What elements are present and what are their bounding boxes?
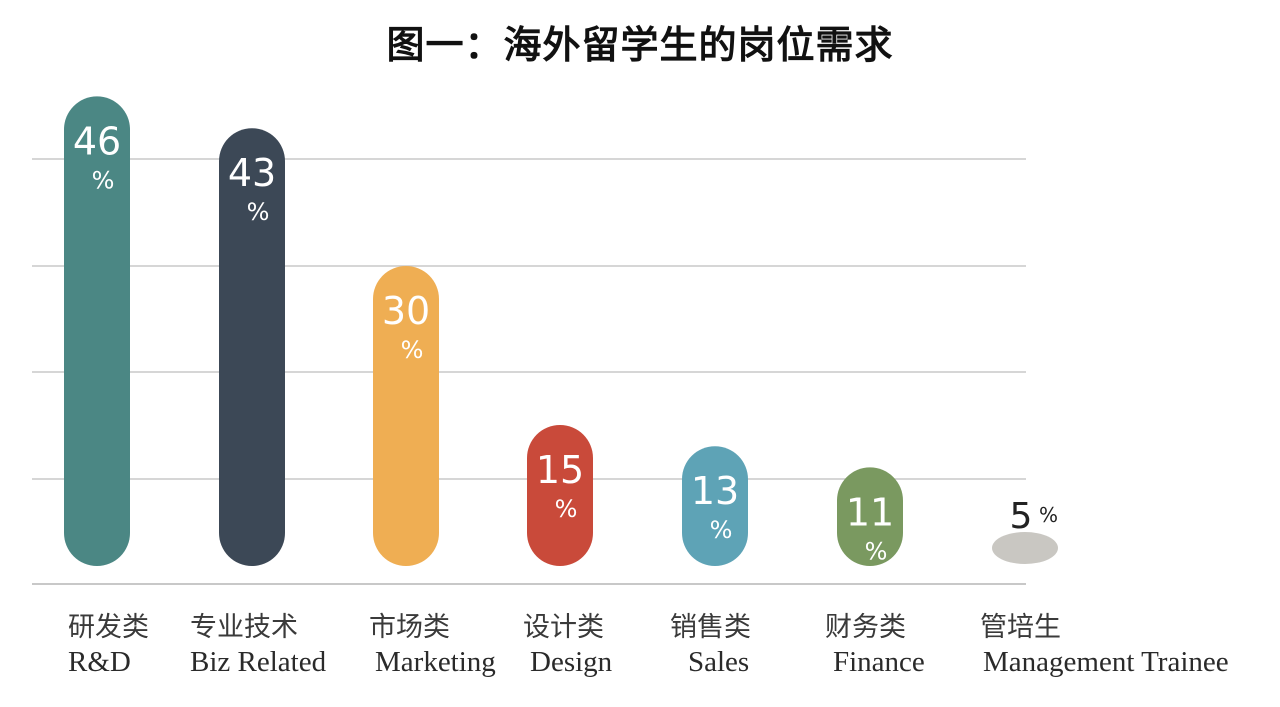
- bar: [219, 128, 285, 566]
- bars: [64, 96, 1058, 567]
- bar-value-label: 13: [691, 469, 739, 513]
- category-label-cn: 专业技术: [190, 612, 298, 643]
- bar-value-label: 15: [536, 448, 584, 492]
- bar-percent-label: %: [401, 336, 424, 364]
- bar: [527, 425, 593, 566]
- bar: [64, 96, 130, 567]
- category-label-cn: 财务类: [825, 612, 906, 643]
- bar: [373, 266, 439, 566]
- category-label-en: Design: [530, 646, 613, 678]
- bar: [682, 446, 748, 566]
- category-label-en: Management Trainee: [983, 646, 1229, 678]
- bar: [992, 532, 1058, 564]
- bar-value-label: 46: [73, 119, 121, 163]
- bar-value-label: 30: [382, 289, 430, 333]
- chart-title: 图一：海外留学生的岗位需求: [386, 23, 894, 67]
- bar-value-label: 11: [846, 490, 894, 534]
- category-label-en: Finance: [833, 646, 925, 678]
- value-labels: 46% 43%30%15% 13% 11%5%: [73, 119, 1058, 565]
- category-label-en: R&D: [68, 646, 131, 678]
- bar: [837, 467, 903, 566]
- bar-percent-label: %: [865, 537, 888, 565]
- bar-percent-label: %: [92, 166, 115, 194]
- category-label-cn: 研发类: [68, 612, 149, 643]
- category-label-cn: 管培生: [980, 612, 1061, 643]
- bar-percent-label: %: [1039, 503, 1058, 527]
- bar-value-label: 5: [1010, 496, 1033, 537]
- bar-percent-label: %: [710, 516, 733, 544]
- bar-percent-label: %: [247, 198, 270, 226]
- category-label-cn: 市场类: [369, 612, 450, 643]
- bar-value-label: 43: [228, 151, 276, 195]
- category-label-cn: 销售类: [670, 612, 751, 643]
- category-label-cn: 设计类: [523, 612, 604, 643]
- category-label-en: Sales: [688, 646, 749, 678]
- bar-percent-label: %: [555, 495, 578, 523]
- category-label-en: Marketing: [375, 646, 496, 678]
- category-label-en: Biz Related: [190, 646, 327, 678]
